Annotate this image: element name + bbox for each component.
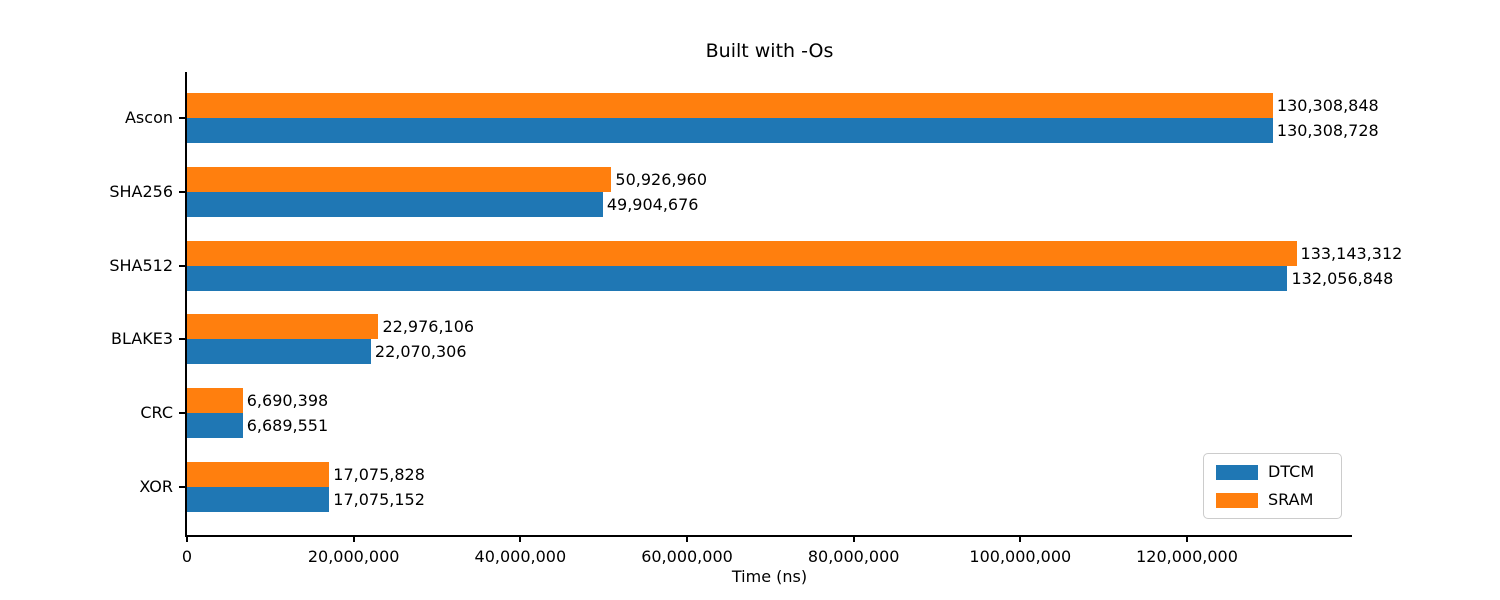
legend-swatch-dtcm-icon <box>1216 464 1258 480</box>
bar-dtcm-crc <box>187 413 243 439</box>
x-tick <box>186 537 188 542</box>
x-tick <box>352 537 355 542</box>
bar-value-label: 6,689,551 <box>246 416 329 436</box>
chart-title: Built with -Os <box>705 40 834 62</box>
bar-value-label: 22,976,106 <box>382 317 475 337</box>
y-tick <box>179 412 187 415</box>
x-tick-label: 40,000,000 <box>474 547 567 566</box>
category-label-crc: CRC <box>140 403 173 423</box>
bar-sram-crc <box>187 388 243 414</box>
legend-item-sram: SRAM <box>1216 492 1341 508</box>
x-tick <box>519 537 522 542</box>
bar-sram-blake3 <box>187 314 379 340</box>
x-tick-label: 100,000,000 <box>969 547 1072 566</box>
bar-sram-sha512 <box>187 240 1297 266</box>
x-tick-label: 0 <box>181 547 193 566</box>
bar-sram-ascon <box>187 93 1273 118</box>
y-tick <box>179 264 187 267</box>
bar-value-label: 49,904,676 <box>606 194 699 214</box>
bar-value-label: 50,926,960 <box>615 169 707 189</box>
x-tick <box>1186 537 1188 542</box>
category-label-ascon: Ascon <box>124 108 173 127</box>
legend-label-sram: SRAM <box>1268 490 1314 509</box>
bar-dtcm-sha512 <box>187 265 1288 291</box>
x-tick <box>686 537 688 542</box>
x-tick-label: 80,000,000 <box>807 547 900 566</box>
bar-value-label: 132,056,848 <box>1291 268 1394 288</box>
x-tick-label: 120,000,000 <box>1136 547 1238 566</box>
bar-value-label: 130,308,728 <box>1276 121 1379 140</box>
category-label-xor: XOR <box>139 477 173 496</box>
bar-sram-sha256 <box>187 166 612 192</box>
x-tick-label: 60,000,000 <box>641 547 733 566</box>
bar-dtcm-ascon <box>187 118 1273 143</box>
x-tick <box>1019 537 1022 542</box>
category-label-sha512: SHA512 <box>109 255 173 275</box>
bar-value-label: 17,075,828 <box>333 465 425 484</box>
bar-dtcm-blake3 <box>187 339 371 365</box>
bar-value-label: 133,143,312 <box>1300 243 1403 263</box>
bar-value-label: 17,075,152 <box>333 490 425 509</box>
bar-value-label: 130,308,848 <box>1276 96 1379 115</box>
bar-sram-xor <box>187 462 330 487</box>
plot-area: Ascon 130,308,728 130,308,848 SHA256 49,904,… <box>109 72 1402 566</box>
legend-item-dtcm: DTCM <box>1216 464 1341 480</box>
y-tick <box>179 486 187 488</box>
legend: DTCM SRAM <box>1203 453 1342 519</box>
bar-dtcm-xor <box>187 487 330 512</box>
bar-value-label: 22,070,306 <box>374 342 467 362</box>
legend-label-dtcm: DTCM <box>1268 462 1315 481</box>
x-tick <box>852 537 855 542</box>
category-label-sha256: SHA256 <box>109 181 173 201</box>
x-axis-label: Time (ns) <box>731 567 808 586</box>
bar-dtcm-sha256 <box>187 191 603 217</box>
legend-swatch-sram-icon <box>1216 492 1258 508</box>
y-tick <box>179 117 187 119</box>
category-label-blake3: BLAKE3 <box>111 329 173 349</box>
y-tick <box>179 338 187 341</box>
x-tick-label: 20,000,000 <box>307 547 400 566</box>
bar-value-label: 6,690,398 <box>246 391 329 411</box>
y-tick <box>179 190 187 193</box>
